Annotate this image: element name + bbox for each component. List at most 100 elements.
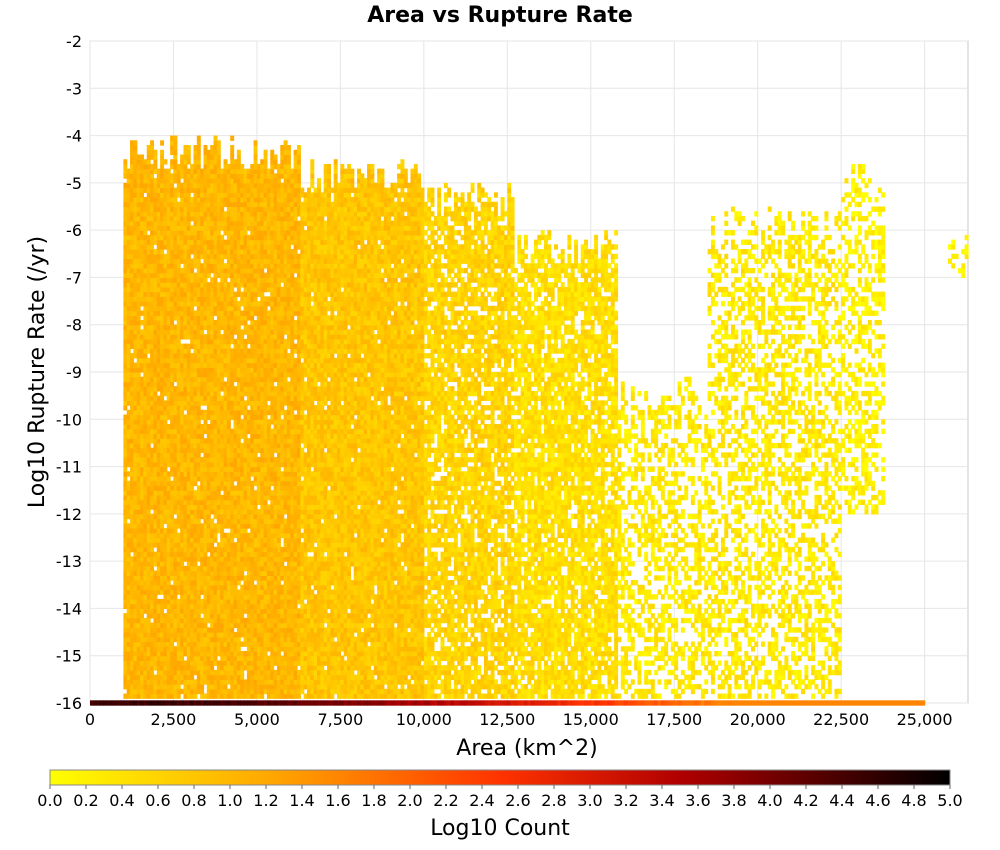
- heatmap-cell: [136, 168, 141, 174]
- heatmap-cell: [203, 277, 208, 283]
- heatmap-cell: [130, 665, 134, 671]
- heatmap-cell: [253, 154, 258, 160]
- heatmap-cell: [123, 249, 128, 255]
- heatmap-cell: [126, 220, 131, 227]
- heatmap-cell: [126, 471, 131, 477]
- heatmap-cell: [130, 466, 134, 472]
- heatmap-cell: [136, 684, 141, 690]
- heatmap-cell: [196, 258, 201, 264]
- heatmap-cell: [133, 220, 138, 227]
- heatmap-cell: [133, 192, 138, 198]
- heatmap-cell: [196, 518, 201, 524]
- heatmap-cell: [140, 414, 145, 420]
- heatmap-cell: [196, 149, 201, 156]
- heatmap-cell: [133, 324, 138, 331]
- heatmap-cell: [140, 282, 145, 288]
- heatmap-cell: [136, 348, 141, 354]
- heatmap-cell: [126, 400, 131, 406]
- heatmap-cell: [130, 447, 134, 453]
- heatmap-cell: [140, 319, 145, 326]
- heatmap-cell: [140, 215, 145, 222]
- heatmap-cell: [136, 580, 141, 586]
- heatmap-cell: [130, 584, 134, 591]
- heatmap-cell: [143, 319, 148, 326]
- heatmap-cell: [150, 244, 155, 250]
- heatmap-cell: [140, 546, 145, 553]
- heatmap-cell: [126, 282, 131, 288]
- heatmap-cell: [133, 348, 138, 354]
- heatmap-cell: [123, 674, 128, 680]
- heatmap-cell: [123, 679, 128, 685]
- heatmap-cell: [203, 419, 208, 425]
- heatmap-cell: [126, 192, 131, 198]
- heatmap-cell: [123, 301, 128, 307]
- heatmap-cell: [123, 603, 128, 610]
- heatmap-cell: [136, 201, 141, 208]
- heatmap-cell: [196, 613, 201, 619]
- heatmap-cell: [123, 655, 128, 662]
- heatmap-cell: [213, 532, 218, 539]
- heatmap-cell: [143, 461, 148, 468]
- heatmap-cell: [140, 570, 145, 576]
- heatmap-cell: [196, 594, 201, 600]
- heatmap-cell: [140, 650, 145, 657]
- heatmap-cell: [216, 140, 221, 146]
- heatmap-cell: [223, 159, 228, 165]
- heatmap-cell: [143, 561, 148, 567]
- heatmap-cell: [243, 319, 248, 326]
- heatmap-cell: [130, 381, 134, 387]
- heatmap-cell: [133, 362, 138, 368]
- heatmap-cell: [133, 613, 138, 619]
- heatmap-cell: [140, 301, 145, 307]
- heatmap-cell: [136, 225, 141, 231]
- heatmap-cell: [140, 580, 145, 586]
- heatmap-cell: [143, 594, 148, 600]
- heatmap-cell: [136, 244, 141, 250]
- heatmap-cell: [130, 400, 134, 406]
- heatmap-cell: [136, 461, 141, 468]
- heatmap-cell: [236, 324, 241, 331]
- heatmap-cell: [140, 542, 145, 548]
- heatmap-cell: [133, 159, 138, 165]
- heatmap-cell: [126, 357, 131, 364]
- heatmap-cell: [130, 215, 134, 222]
- heatmap-cell: [123, 528, 128, 534]
- heatmap-cell: [136, 608, 141, 614]
- heatmap-cell: [123, 234, 128, 241]
- heatmap-cell: [133, 684, 138, 690]
- heatmap-cell: [140, 457, 145, 463]
- heatmap-cell: [143, 504, 148, 510]
- heatmap-cell: [126, 641, 131, 647]
- heatmap-cell: [133, 504, 138, 510]
- heatmap-cell: [136, 636, 141, 643]
- heatmap-cell: [140, 343, 145, 349]
- heatmap-cell: [136, 234, 141, 241]
- heatmap-cell: [210, 315, 215, 321]
- heatmap-cell: [133, 149, 138, 156]
- heatmap-cell: [236, 159, 241, 165]
- heatmap-cell: [123, 580, 128, 586]
- heatmap-cell: [130, 409, 134, 416]
- heatmap-cell: [130, 504, 134, 510]
- heatmap-cell: [140, 594, 145, 600]
- heatmap-cell: [140, 291, 145, 297]
- heatmap-cell: [136, 551, 141, 558]
- heatmap-cell: [160, 608, 165, 614]
- heatmap-cell: [130, 556, 134, 562]
- heatmap-cell: [140, 693, 145, 699]
- heatmap-cell: [140, 632, 145, 638]
- heatmap-cell: [143, 405, 148, 411]
- heatmap-cell: [150, 140, 155, 146]
- heatmap-cell: [136, 546, 141, 553]
- heatmap-cells: [90, 135, 969, 706]
- heatmap-cell: [133, 182, 138, 189]
- heatmap-cell: [140, 419, 145, 425]
- heatmap-cell: [140, 367, 145, 373]
- heatmap-cell: [130, 163, 134, 170]
- heatmap-cell: [173, 135, 178, 141]
- heatmap-cell: [133, 674, 138, 680]
- heatmap-cell: [123, 272, 128, 279]
- heatmap-cell: [126, 211, 131, 217]
- heatmap-cell: [130, 490, 134, 496]
- heatmap-cell: [160, 163, 165, 170]
